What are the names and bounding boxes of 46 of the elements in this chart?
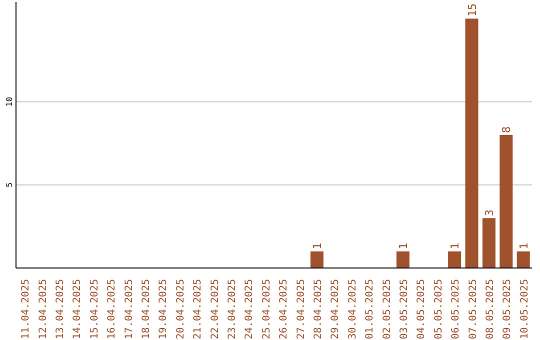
x-tick-label: 09.05.2025 — [502, 279, 514, 340]
bar — [500, 135, 513, 268]
data-label: 1 — [448, 242, 462, 250]
x-tick-label: 18.04.2025 — [141, 279, 152, 340]
x-tick-label: 16.04.2025 — [106, 279, 118, 340]
x-tick-label: 12.04.2025 — [38, 279, 49, 340]
x-tick-label: 17.04.2025 — [124, 279, 135, 340]
x-tick-label: 13.04.2025 — [55, 279, 66, 340]
x-tick-label: 21.04.2025 — [192, 279, 204, 340]
x-tick-label: 30.04.2025 — [347, 279, 358, 340]
bar — [396, 251, 410, 268]
x-tick-label: 04.05.2025 — [416, 279, 428, 340]
x-tick-label: 15.04.2025 — [89, 279, 100, 340]
data-label: 8 — [500, 126, 514, 133]
x-tick-label: 01.05.2025 — [364, 279, 376, 340]
data-label: 1 — [517, 242, 530, 250]
x-tick-label: 29.04.2025 — [330, 279, 342, 340]
x-tick-label: 20.04.2025 — [175, 279, 186, 340]
x-tick-label: 23.04.2025 — [227, 279, 238, 340]
bar — [482, 218, 496, 268]
data-label: 1 — [310, 242, 324, 250]
y-tick-label: 5 — [5, 182, 14, 188]
x-tick-label: 28.04.2025 — [313, 279, 324, 340]
x-tick-label: 02.05.2025 — [382, 279, 393, 340]
x-tick-label: 08.05.2025 — [485, 279, 496, 340]
x-tick-label: 14.04.2025 — [72, 279, 84, 340]
x-tick-label: 26.04.2025 — [278, 279, 290, 340]
bar — [448, 251, 462, 268]
x-tick-label: 19.04.2025 — [158, 279, 170, 340]
x-tick-label: 11.04.2025 — [20, 279, 32, 340]
bar — [516, 251, 530, 268]
x-tick-label: 06.05.2025 — [450, 279, 462, 340]
x-tick-label: 03.05.2025 — [399, 279, 410, 340]
data-label: 1 — [396, 242, 410, 250]
x-tick-label: 25.04.2025 — [261, 279, 272, 340]
y-tick-label: 10 — [5, 96, 14, 107]
x-tick-label: 22.04.2025 — [210, 279, 221, 340]
data-label: 3 — [482, 210, 496, 216]
x-tick-label: 10.05.2025 — [519, 279, 530, 340]
x-tick-label: 27.04.2025 — [296, 279, 307, 340]
data-label: 15 — [466, 3, 479, 17]
x-tick-label: 24.04.2025 — [244, 279, 256, 340]
bar — [310, 251, 324, 268]
x-tick-label: 05.05.2025 — [433, 279, 444, 340]
bar — [465, 18, 478, 268]
x-tick-label: 07.05.2025 — [468, 279, 479, 340]
